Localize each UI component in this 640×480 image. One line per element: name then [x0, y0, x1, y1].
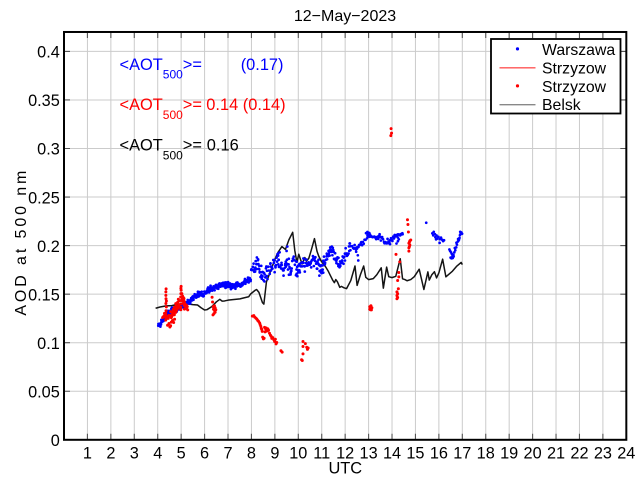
- svg-text:Belsk: Belsk: [542, 97, 581, 114]
- svg-text:12: 12: [336, 445, 354, 463]
- svg-text:Strzyzow: Strzyzow: [542, 79, 607, 96]
- svg-text:Warszawa: Warszawa: [542, 42, 615, 59]
- svg-text:19: 19: [500, 445, 518, 463]
- svg-text:(0.17): (0.17): [241, 56, 284, 74]
- svg-text:7: 7: [223, 445, 232, 463]
- svg-text:8: 8: [247, 445, 256, 463]
- svg-text:11: 11: [313, 445, 330, 463]
- svg-text:15: 15: [406, 445, 424, 463]
- svg-text:0.05: 0.05: [28, 383, 60, 401]
- svg-text:9: 9: [270, 445, 279, 463]
- svg-text:2: 2: [106, 445, 115, 463]
- svg-text:Strzyzow: Strzyzow: [542, 60, 607, 77]
- svg-text:0.2: 0.2: [37, 238, 60, 256]
- svg-text:4: 4: [153, 445, 162, 463]
- svg-text:23: 23: [594, 445, 612, 463]
- svg-text:24: 24: [617, 445, 635, 463]
- svg-text:0.15: 0.15: [28, 286, 60, 304]
- svg-text:0.1: 0.1: [37, 335, 60, 353]
- svg-text:UTC: UTC: [328, 459, 362, 477]
- svg-text:3: 3: [130, 445, 139, 463]
- svg-text:22: 22: [570, 445, 588, 463]
- svg-text:1: 1: [83, 445, 92, 463]
- svg-text:6: 6: [200, 445, 209, 463]
- svg-text:0.3: 0.3: [37, 141, 60, 159]
- svg-text:20: 20: [524, 445, 542, 463]
- svg-text:16: 16: [430, 445, 448, 463]
- svg-text:0.16: 0.16: [207, 137, 239, 155]
- svg-text:21: 21: [547, 445, 565, 463]
- svg-text:0.25: 0.25: [28, 189, 60, 207]
- svg-text:5: 5: [177, 445, 186, 463]
- svg-text:0.14 (0.14): 0.14 (0.14): [206, 96, 285, 114]
- svg-text:13: 13: [360, 445, 378, 463]
- svg-text:0.35: 0.35: [28, 92, 60, 110]
- svg-text:18: 18: [477, 445, 495, 463]
- svg-text:0.4: 0.4: [37, 44, 60, 62]
- svg-text:AOD at 500 nm: AOD at 500 nm: [13, 168, 30, 316]
- svg-text:14: 14: [383, 445, 401, 463]
- svg-text:10: 10: [289, 445, 307, 463]
- svg-text:12−May−2023: 12−May−2023: [294, 8, 396, 25]
- svg-text:17: 17: [453, 445, 471, 463]
- svg-text:0: 0: [51, 432, 60, 450]
